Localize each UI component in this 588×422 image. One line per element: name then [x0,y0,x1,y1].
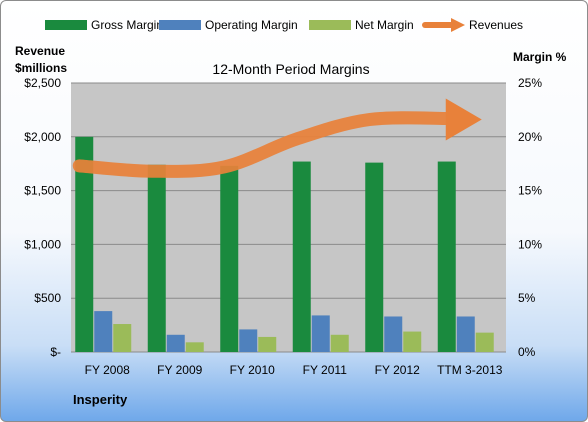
legend-label: Gross Margin [91,18,163,32]
operating-margin-bar [239,329,258,352]
net-margin-bar [258,336,277,352]
gross-margin-bar [292,161,311,352]
legend-swatch-operating-margin [159,20,201,30]
operating-margin-bar [311,315,330,352]
y-right-tick-label: 25% [518,76,542,90]
legend-label: Revenues [469,18,523,32]
gross-margin-bar [220,165,239,352]
x-tick-label: TTM 3-2013 [437,363,503,377]
x-tick-label: FY 2009 [157,363,202,377]
x-tick-label: FY 2010 [230,363,275,377]
company-label: Insperity [73,392,128,407]
gross-margin-bar [75,136,94,352]
net-margin-bar [113,324,132,352]
gross-margin-bar [365,162,384,352]
left-axis-title-line2: $millions [15,61,67,75]
y-left-tick-label: $2,500 [24,76,61,90]
y-left-tick-label: $1,500 [24,184,61,198]
x-tick-label: FY 2012 [375,363,420,377]
revenues-line [72,111,457,178]
x-tick-label: FY 2008 [85,363,130,377]
right-axis-title: Margin % [513,50,567,64]
net-margin-bar [403,331,422,352]
left-axis-title-line1: Revenue [15,44,65,58]
revenues-arrowhead [445,98,482,141]
y-left-tick-label: $1,000 [24,237,61,251]
legend-label: Net Margin [355,18,414,32]
operating-margin-bar [456,316,475,352]
net-margin-bar [475,332,494,352]
net-margin-bar [330,334,349,352]
gross-margin-bar [147,164,166,352]
y-right-tick-label: 0% [518,345,536,359]
chart-title: 12-Month Period Margins [212,61,369,77]
x-tick-label: FY 2011 [303,363,348,377]
y-right-tick-label: 20% [518,130,542,144]
y-left-tick-label: $2,000 [24,130,61,144]
y-left-tick-label: $500 [34,291,61,305]
y-right-tick-label: 5% [518,291,536,305]
y-right-tick-label: 15% [518,184,542,198]
net-margin-bar [185,342,204,352]
operating-margin-bar [384,316,403,352]
y-left-tick-label: $- [50,345,61,359]
legend-label: Operating Margin [205,18,298,32]
legend-swatch-net-margin [309,20,351,30]
legend-arrow-revenues [451,18,465,32]
legend-swatch-gross-margin [45,20,87,30]
operating-margin-bar [166,334,185,352]
plot-area [71,83,506,352]
operating-margin-bar [94,311,113,352]
y-right-tick-label: 10% [518,237,542,251]
gross-margin-bar [437,161,456,352]
